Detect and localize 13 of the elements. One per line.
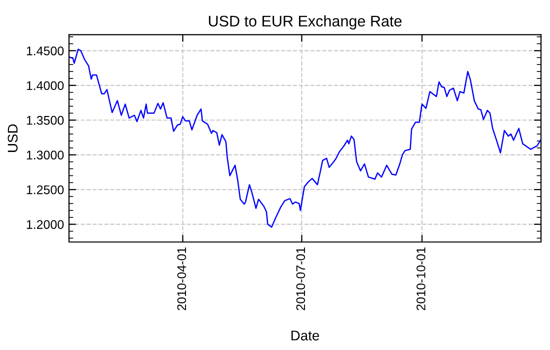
x-tick-label: 2010-10-01 (416, 247, 426, 310)
y-tick-label: 1.3500 (26, 116, 64, 125)
y-tick-label: 1.3000 (26, 150, 64, 160)
y-tick-label: 1.4500 (26, 46, 64, 56)
x-tick-label: 2010-04-01 (177, 247, 186, 310)
x-axis-title: Date (291, 330, 320, 340)
x-tick-label: 2010-07-01 (296, 247, 306, 310)
y-tick-label: 1.4000 (26, 81, 64, 90)
y-tick-label: 1.2500 (26, 185, 64, 194)
line-series (69, 48, 541, 228)
y-axis-title: USD (8, 124, 18, 152)
chart-title: USD to EUR Exchange Rate (208, 15, 402, 30)
y-tick-label: 1.2000 (26, 220, 64, 229)
